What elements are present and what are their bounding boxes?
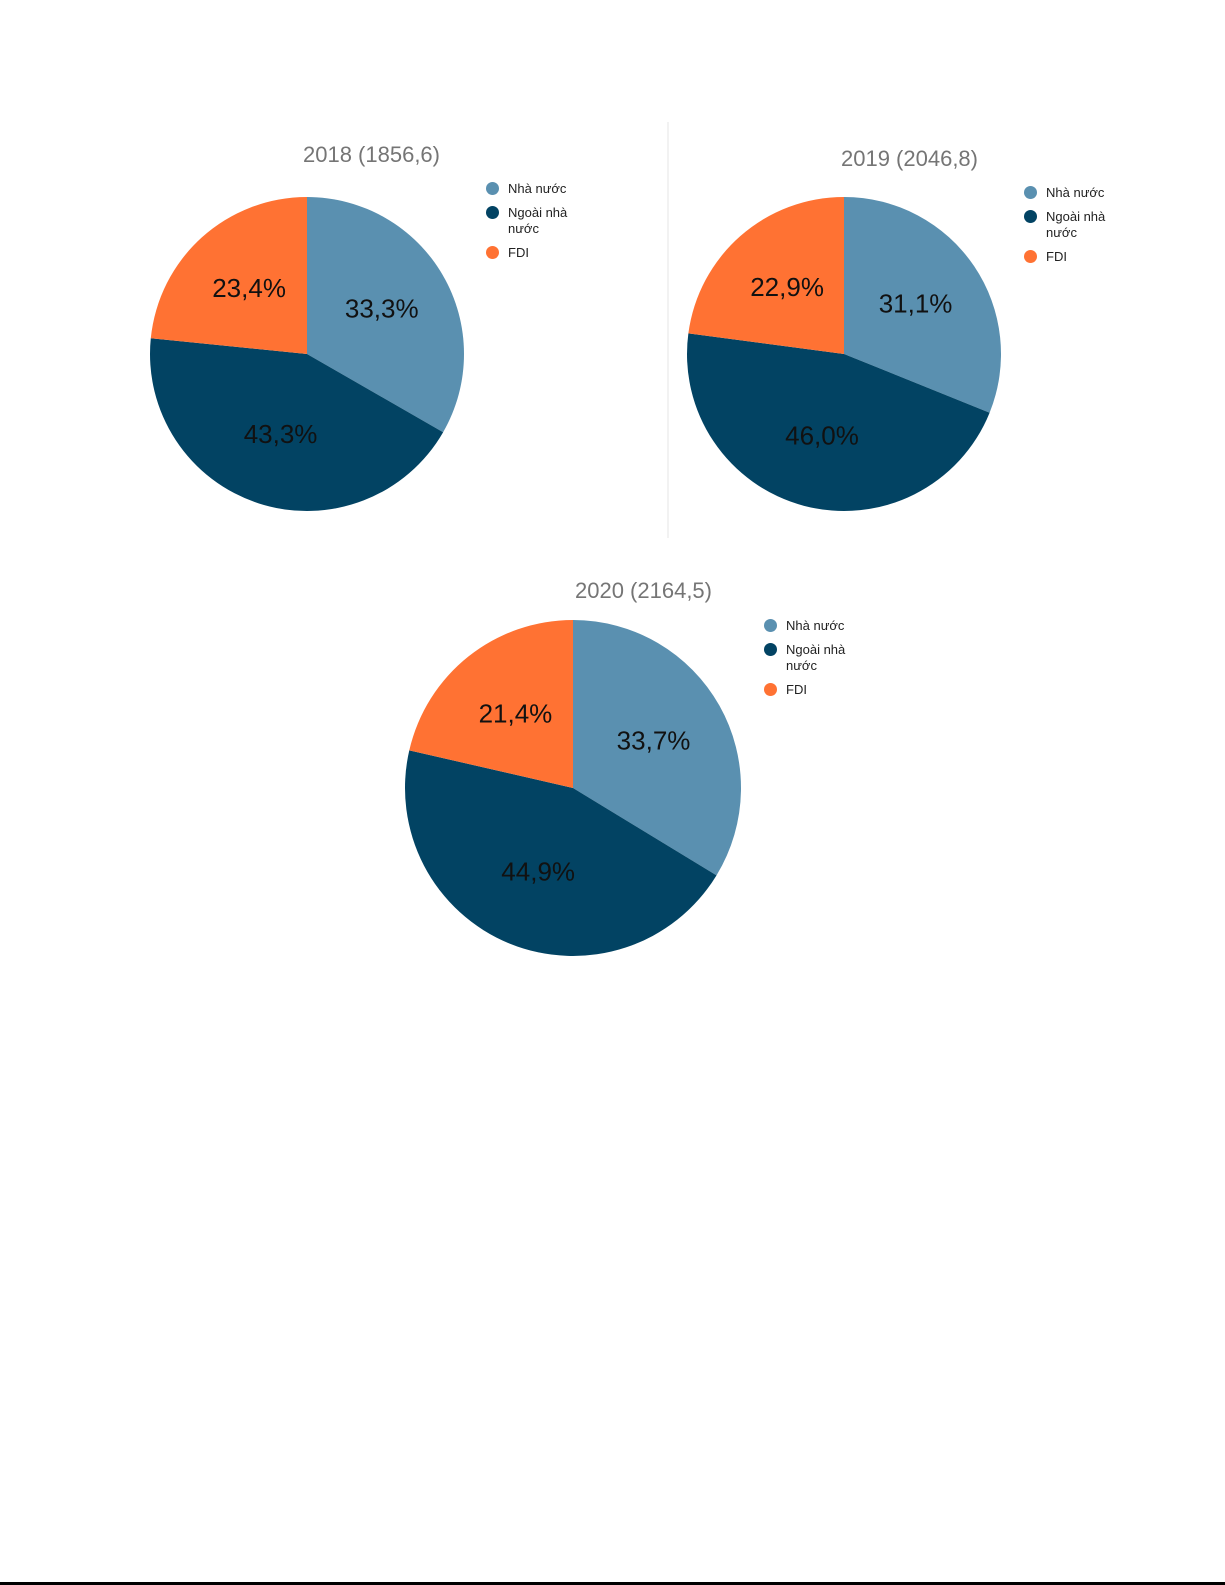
pie-slice-nha-nuoc <box>573 620 741 876</box>
legend-swatch <box>486 182 499 195</box>
legend-swatch <box>486 246 499 259</box>
pie-slice-fdi <box>150 197 307 354</box>
legend-label: Ngoài nhà nước <box>508 205 568 236</box>
slice-value-label: 23,4% <box>212 273 286 303</box>
legend-swatch <box>1024 186 1037 199</box>
pie-slice-ngoai-nha-nuoc <box>405 750 717 956</box>
chart-title: 2019 (2046,8) <box>841 146 978 171</box>
legend-swatch <box>764 683 777 696</box>
chart-title: 2020 (2164,5) <box>575 578 712 603</box>
legend-label: FDI <box>1046 249 1067 264</box>
pie-plot: 33,3% 43,3% 23,4% <box>150 197 464 511</box>
legend-swatch <box>764 619 777 632</box>
legend-item-state: Nhà nước <box>764 618 866 634</box>
legend-item-state: Nhà nước <box>1024 185 1126 201</box>
legend-item-fdi: FDI <box>1024 249 1126 265</box>
legend-item-state: Nhà nước <box>486 181 588 197</box>
legend-label: Nhà nước <box>508 181 567 196</box>
pie-plot: 31,1% 46,0% 22,9% <box>687 197 1001 512</box>
legend-item-non-state: Ngoài nhà nước <box>764 642 866 674</box>
pie-slice-fdi <box>688 197 844 354</box>
legend-swatch <box>1024 250 1037 263</box>
pie-slice-nha-nuoc <box>844 197 1001 413</box>
pie-chart-2018: 2018 (1856,6) 33,3% 43,3% 23,4% Nhà nước N… <box>128 128 668 538</box>
pie-slice-ngoai-nha-nuoc <box>687 333 990 512</box>
legend-item-fdi: FDI <box>764 682 866 698</box>
slice-value-label: 22,9% <box>750 272 824 302</box>
legend: Nhà nước Ngoài nhà nước FDI <box>764 618 866 706</box>
legend: Nhà nước Ngoài nhà nước FDI <box>1024 185 1126 273</box>
pie-plot: 33,7% 44,9% 21,4% <box>405 620 741 956</box>
panel-divider <box>667 122 669 538</box>
legend-swatch <box>1024 210 1037 223</box>
legend-label: Nhà nước <box>1046 185 1105 200</box>
pie-chart-2019: 2019 (2046,8) 31,1% 46,0% 22,9% Nhà nước N… <box>669 122 1209 538</box>
page-bottom-rule <box>0 1582 1225 1585</box>
legend-label: Ngoài nhà nước <box>786 642 846 673</box>
legend-swatch <box>486 206 499 219</box>
legend-swatch <box>764 643 777 656</box>
legend-label: FDI <box>786 682 807 697</box>
pie-chart-2020: 2020 (2164,5) 33,7% 44,9% 21,4% Nhà nước N… <box>383 556 923 976</box>
chart-title: 2018 (1856,6) <box>303 142 440 167</box>
slice-value-label: 21,4% <box>479 699 553 729</box>
pie-slice-ngoai-nha-nuoc <box>150 338 444 511</box>
legend-item-non-state: Ngoài nhà nước <box>486 205 588 237</box>
slice-value-label: 33,7% <box>617 726 691 756</box>
slice-value-label: 33,3% <box>345 294 419 324</box>
pie-slice-fdi <box>409 620 573 788</box>
slice-value-label: 46,0% <box>785 420 859 450</box>
slice-value-label: 44,9% <box>501 856 575 886</box>
pie-slice-nha-nuoc <box>307 197 464 433</box>
legend-label: Nhà nước <box>786 618 845 633</box>
legend-label: Ngoài nhà nước <box>1046 209 1106 240</box>
legend-item-non-state: Ngoài nhà nước <box>1024 209 1126 241</box>
legend-item-fdi: FDI <box>486 245 588 261</box>
legend: Nhà nước Ngoài nhà nước FDI <box>486 181 588 269</box>
slice-value-label: 43,3% <box>244 419 318 449</box>
slice-value-label: 31,1% <box>879 289 953 319</box>
legend-label: FDI <box>508 245 529 260</box>
